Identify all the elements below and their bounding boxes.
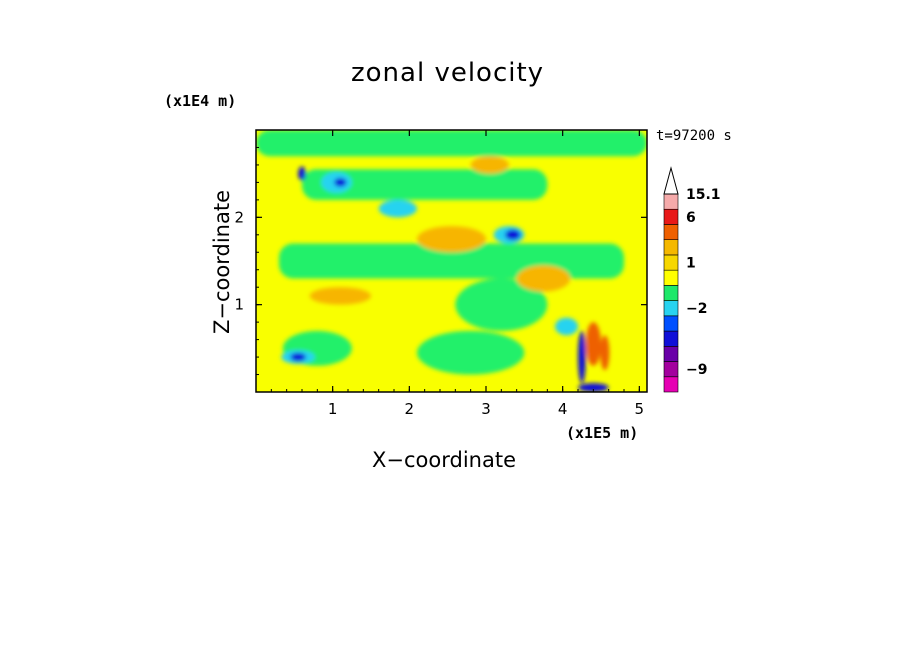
x-tick-label: 5 bbox=[635, 400, 645, 418]
colorbar-segment bbox=[663, 376, 679, 393]
x-tick-label: 1 bbox=[328, 400, 338, 418]
field-blob-15 bbox=[578, 330, 586, 384]
field-regions bbox=[256, 130, 647, 392]
chart-title: zonal velocity bbox=[351, 58, 545, 88]
x-scale-label: (x1E5 m) bbox=[566, 424, 639, 442]
colorbar-segment bbox=[663, 239, 679, 256]
colorbar-label: −2 bbox=[686, 301, 707, 317]
field-blob-11 bbox=[298, 166, 306, 181]
velocity-field bbox=[256, 130, 647, 392]
field-blob-22 bbox=[600, 335, 610, 371]
colorbar-label: 6 bbox=[686, 210, 696, 226]
colorbar-segment bbox=[663, 208, 679, 225]
field-blob-4 bbox=[417, 330, 525, 375]
field-blob-16 bbox=[578, 383, 609, 392]
field-blob-18 bbox=[309, 287, 372, 305]
colorbar-segment bbox=[663, 285, 679, 301]
time-label: t=97200 s bbox=[656, 128, 732, 144]
y-tick-label: 2 bbox=[234, 208, 244, 226]
plot-frame bbox=[255, 129, 648, 393]
colorbar-label: 15.1 bbox=[686, 187, 721, 203]
colorbar-segment bbox=[663, 315, 679, 332]
field-blob-12 bbox=[334, 178, 347, 187]
axes: 1 2 3 4 5 1 2 bbox=[234, 130, 647, 418]
colorbar-segment bbox=[663, 300, 679, 317]
colorbar-segment bbox=[663, 330, 679, 347]
field-blob-9 bbox=[555, 317, 578, 336]
field-blob-13 bbox=[505, 229, 521, 241]
field-blob-20 bbox=[470, 156, 510, 174]
colorbar-segment bbox=[663, 346, 679, 362]
x-tick-label: 2 bbox=[405, 400, 415, 418]
y-scale-label: (x1E4 m) bbox=[164, 92, 237, 110]
field-blob-5 bbox=[455, 278, 548, 331]
field-blob-19 bbox=[516, 265, 571, 292]
colorbar-segment bbox=[663, 193, 679, 210]
colorbar-label: 1 bbox=[686, 256, 696, 272]
field-blob-7 bbox=[378, 199, 418, 218]
colorbar: 15.1 6 1 −2 −9 bbox=[663, 166, 721, 393]
field-blob-17 bbox=[417, 226, 486, 253]
y-tick-label: 1 bbox=[234, 296, 244, 314]
colorbar-segment bbox=[663, 361, 679, 378]
colorbar-segment bbox=[663, 224, 679, 240]
field-blob-14 bbox=[290, 352, 306, 362]
x-axis-title: X−coordinate bbox=[372, 448, 516, 472]
x-tick-label: 3 bbox=[481, 400, 491, 418]
field-blob-21 bbox=[585, 322, 601, 366]
colorbar-label: −9 bbox=[686, 362, 707, 378]
x-tick-label: 4 bbox=[558, 400, 568, 418]
colorbar-segment bbox=[663, 254, 679, 271]
field-band-0 bbox=[256, 130, 647, 157]
colorbar-segment bbox=[663, 269, 679, 286]
colorbar-extend-arrow bbox=[663, 166, 679, 195]
field-band-1 bbox=[302, 169, 548, 200]
